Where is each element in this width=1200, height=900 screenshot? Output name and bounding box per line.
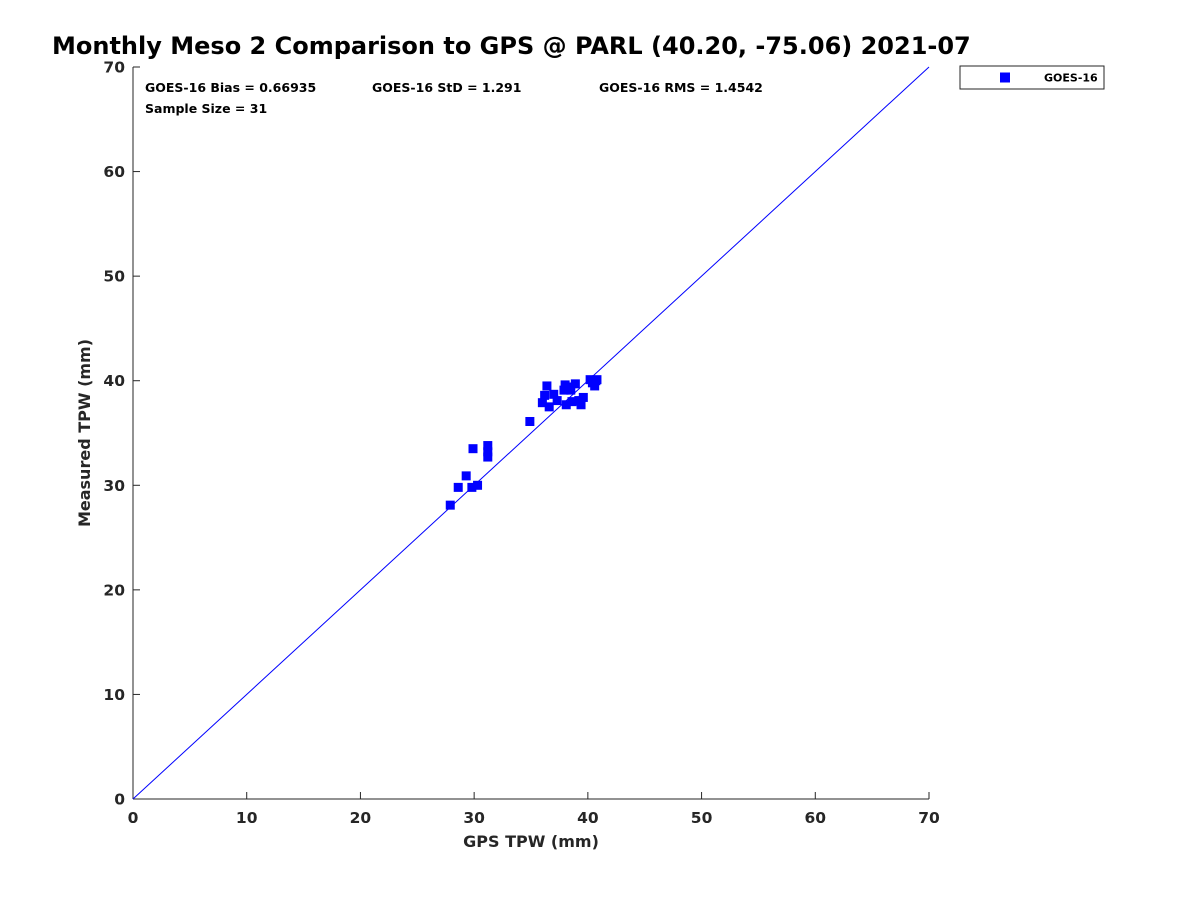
legend-marker — [1000, 72, 1010, 83]
legend-label: GOES-16 — [1044, 72, 1098, 85]
legend: GOES-16 — [959, 65, 1105, 90]
one-to-one-line — [132, 66, 930, 800]
y-tick-label: 30 — [103, 477, 125, 495]
y-axis-label: Measured TPW (mm) — [75, 339, 94, 527]
data-point — [540, 390, 550, 400]
data-point — [537, 398, 547, 408]
data-point — [525, 416, 535, 426]
data-point — [468, 444, 478, 454]
data-point — [570, 379, 580, 389]
data-point — [483, 447, 493, 457]
data-point — [559, 385, 569, 395]
data-point — [473, 480, 483, 490]
y-tick-label: 10 — [103, 686, 125, 704]
y-tick-label: 20 — [103, 581, 125, 599]
data-point — [549, 389, 559, 399]
rms-stat: GOES-16 RMS = 1.4542 — [599, 80, 763, 95]
y-tick-label: 60 — [103, 163, 125, 181]
legend-box — [959, 65, 1105, 90]
bias-stat: GOES-16 Bias = 0.66935 — [145, 80, 316, 95]
data-point — [561, 400, 571, 410]
x-tick-label: 50 — [691, 809, 713, 827]
y-tick-label: 50 — [103, 268, 125, 286]
data-point — [590, 381, 600, 391]
std-stat: GOES-16 StD = 1.291 — [372, 80, 521, 95]
data-point — [467, 482, 477, 492]
x-tick-label: 0 — [128, 809, 139, 827]
x-tick-label: 30 — [463, 809, 485, 827]
x-tick-label: 20 — [350, 809, 372, 827]
x-tick-label: 10 — [236, 809, 258, 827]
y-tick-label: 70 — [103, 59, 125, 77]
data-point — [544, 402, 554, 412]
sample-size-stat: Sample Size = 31 — [145, 101, 267, 116]
data-point — [592, 375, 602, 385]
plot-area: 0 10 20 30 40 50 60 70 0 10 20 30 40 50 60 70 — [103, 59, 940, 828]
x-tick-label: 60 — [804, 809, 826, 827]
x-tick-label: 70 — [918, 809, 940, 827]
data-point — [461, 471, 471, 481]
data-point — [453, 482, 463, 492]
data-point — [445, 500, 455, 510]
y-tick-label: 40 — [103, 372, 125, 390]
x-tick-label: 40 — [577, 809, 599, 827]
y-tick-label: 0 — [114, 791, 125, 809]
data-point — [566, 385, 576, 395]
data-point — [483, 441, 493, 451]
x-axis-label: GPS TPW (mm) — [463, 832, 599, 851]
data-point — [552, 396, 562, 406]
data-point — [576, 400, 586, 410]
data-point — [542, 381, 552, 391]
data-point — [578, 392, 588, 402]
data-point — [483, 452, 493, 462]
chart-title: Monthly Meso 2 Comparison to GPS @ PARL … — [52, 32, 971, 60]
data-point — [567, 397, 577, 407]
